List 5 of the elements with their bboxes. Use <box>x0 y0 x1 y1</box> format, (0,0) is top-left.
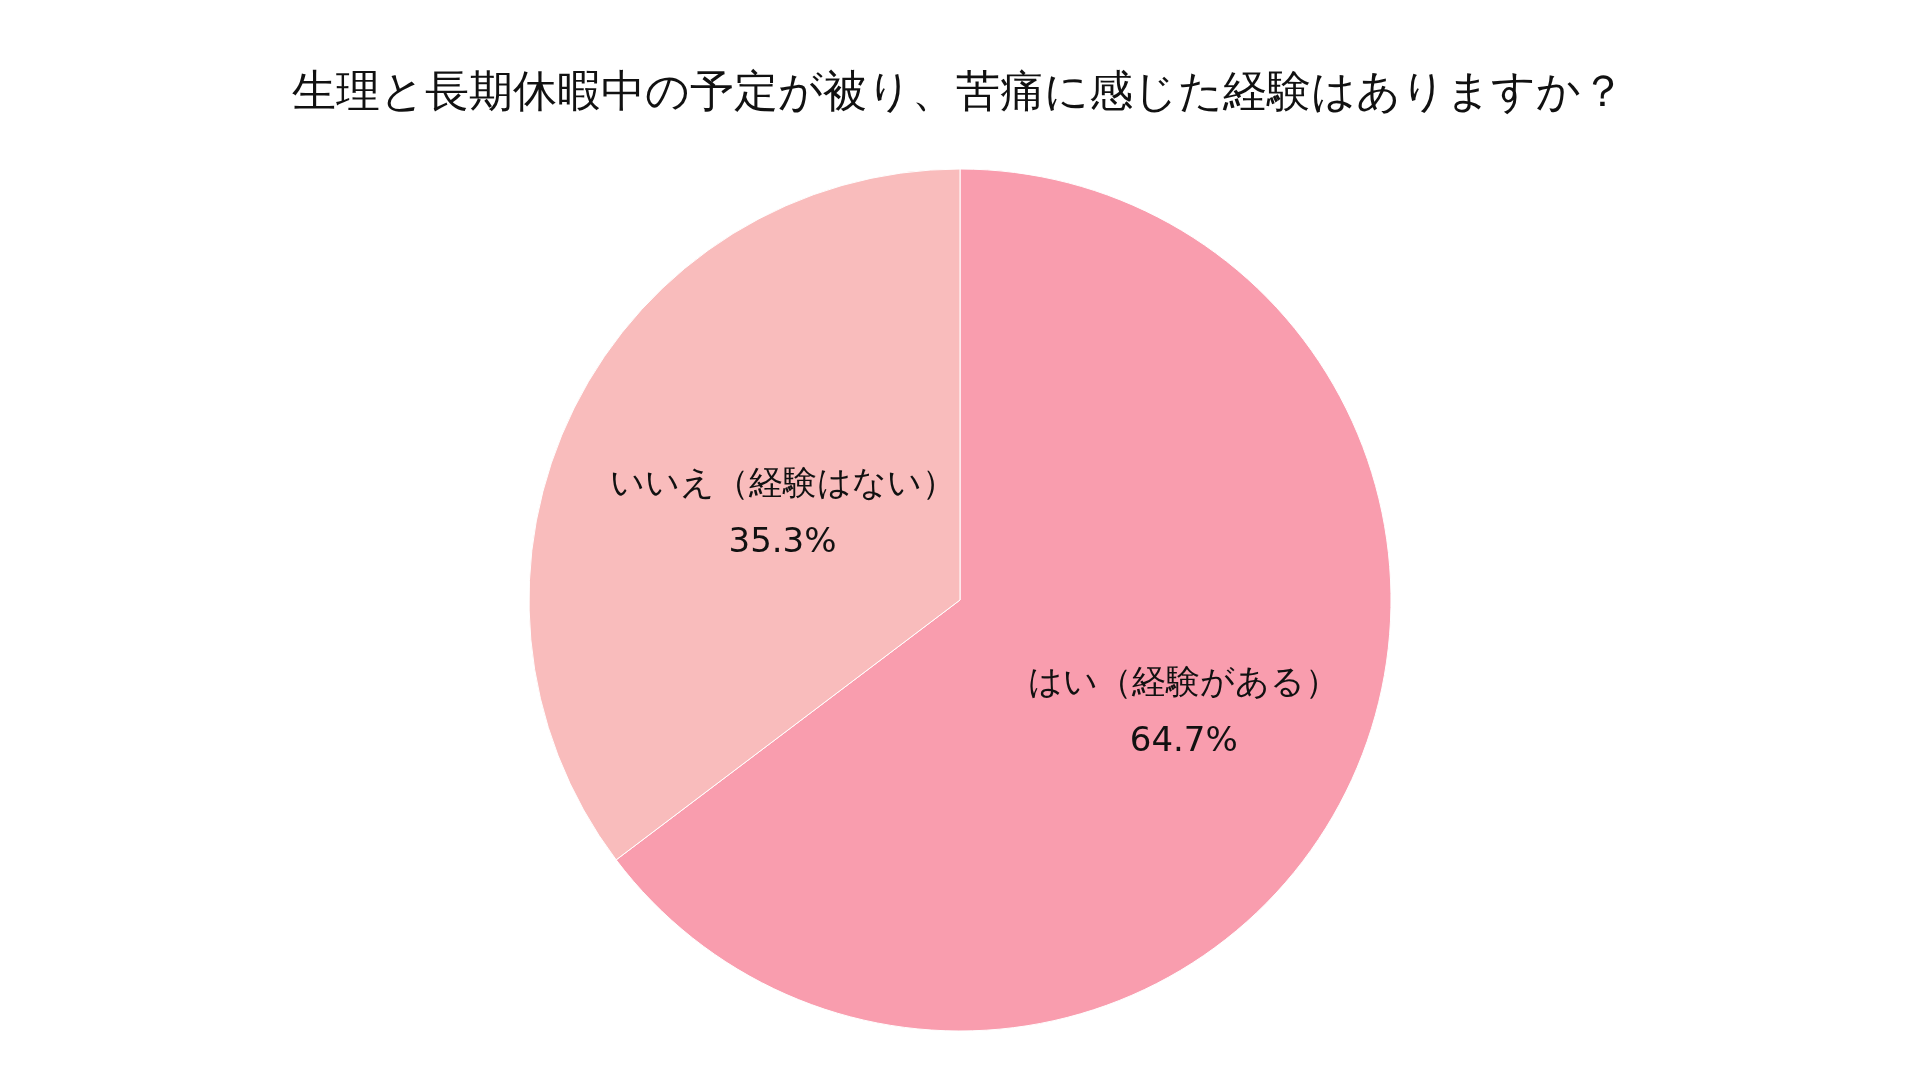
slice-label: はい（経験がある） <box>1028 661 1340 702</box>
data-label: 35.3% <box>728 519 837 560</box>
chart-title: 生理と長期休暇中の予定が被り、苦痛に感じた経験はありますか？ <box>291 65 1625 116</box>
slice-label: いいえ（経験はない） <box>609 461 956 502</box>
data-label: 64.7% <box>1129 719 1238 760</box>
